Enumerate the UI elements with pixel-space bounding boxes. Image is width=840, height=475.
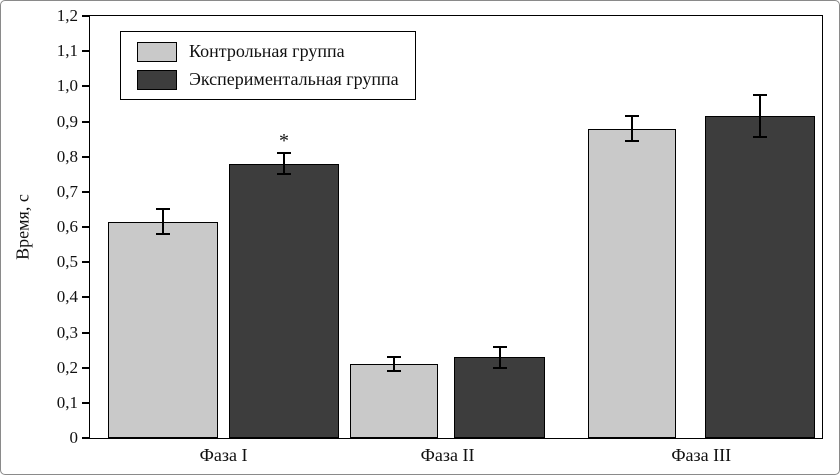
y-tick-mark (82, 331, 89, 334)
y-tick-mark (82, 261, 89, 264)
error-bar (162, 209, 165, 235)
significance-asterisk: * (278, 130, 289, 153)
error-bar (282, 153, 285, 175)
y-tick-mark (82, 226, 89, 228)
error-bar-cap (624, 139, 639, 142)
error-bar-cap (156, 208, 171, 211)
bar-control-group2 (349, 364, 438, 438)
y-tick-mark (82, 401, 89, 404)
y-tick-label: 0,5 (56, 252, 78, 272)
y-tick-label: 0,9 (56, 111, 78, 131)
error-bar (630, 116, 633, 141)
y-tick-label: 0,2 (56, 357, 78, 377)
y-tick-mark (82, 437, 89, 439)
legend-item-experimental: Экспериментальная группа (137, 69, 399, 90)
bar-experimental-group2 (453, 357, 546, 438)
y-tick-mark (82, 296, 89, 299)
y-axis-ticks: 0 0,1 0,2 0,3 0,4 0,5 0,6 0,7 0,8 0,9 1,0 1,1 1,2 (1, 6, 78, 447)
legend-swatch-experimental (137, 69, 177, 90)
legend: Контрольная группа Экспериментальная груп… (120, 31, 416, 100)
plot-area: Контрольная группа Экспериментальная груп… (89, 15, 823, 439)
legend-swatch-control (137, 41, 177, 62)
y-tick-mark (82, 85, 89, 88)
y-tick-label: 0,3 (56, 322, 78, 342)
y-tick-label: 0 (69, 428, 79, 447)
x-category-label: Фаза I (199, 445, 248, 465)
error-bar-cap (752, 94, 767, 97)
error-bar-cap (386, 370, 401, 373)
error-bar-cap (386, 356, 401, 359)
error-bar (498, 346, 501, 368)
y-tick-label: 0,8 (56, 146, 78, 166)
error-bar-cap (156, 233, 171, 236)
y-tick-mark (82, 366, 89, 369)
error-bar-cap (276, 173, 291, 176)
y-tick-label: 0,4 (56, 287, 78, 307)
y-tick-label: 0,7 (56, 181, 78, 201)
legend-label-control: Контрольная группа (189, 41, 345, 61)
y-tick-mark (82, 15, 89, 17)
y-tick-label: 1,0 (56, 76, 78, 96)
legend-item-control: Контрольная группа (137, 41, 399, 62)
x-axis-labels: Фаза I Фаза II Фаза III (90, 445, 822, 469)
bar-control-group1 (108, 221, 219, 438)
x-category-label: Фаза III (671, 445, 732, 465)
bar-control-group3 (587, 128, 676, 438)
y-tick-mark (82, 50, 89, 53)
legend-label-experimental: Экспериментальная группа (189, 69, 399, 89)
error-bar-cap (276, 152, 291, 155)
error-bar (758, 95, 761, 138)
bar-experimental-group1 (229, 163, 339, 438)
y-tick-label: 1,2 (56, 6, 78, 25)
y-tick-label: 0,1 (56, 392, 78, 412)
error-bar-cap (492, 345, 507, 348)
error-bar-cap (492, 366, 507, 369)
y-tick-mark (82, 120, 89, 123)
error-bar (392, 357, 395, 372)
error-bar-cap (752, 136, 767, 139)
bar-experimental-group3 (704, 116, 815, 438)
y-tick-mark (82, 190, 89, 193)
y-tick-mark (82, 155, 89, 158)
y-tick-label: 0,6 (56, 217, 78, 236)
error-bar-cap (624, 115, 639, 118)
x-category-label: Фаза II (420, 445, 475, 465)
y-axis-tick-marks (82, 15, 89, 439)
y-tick-label: 1,1 (56, 41, 78, 61)
